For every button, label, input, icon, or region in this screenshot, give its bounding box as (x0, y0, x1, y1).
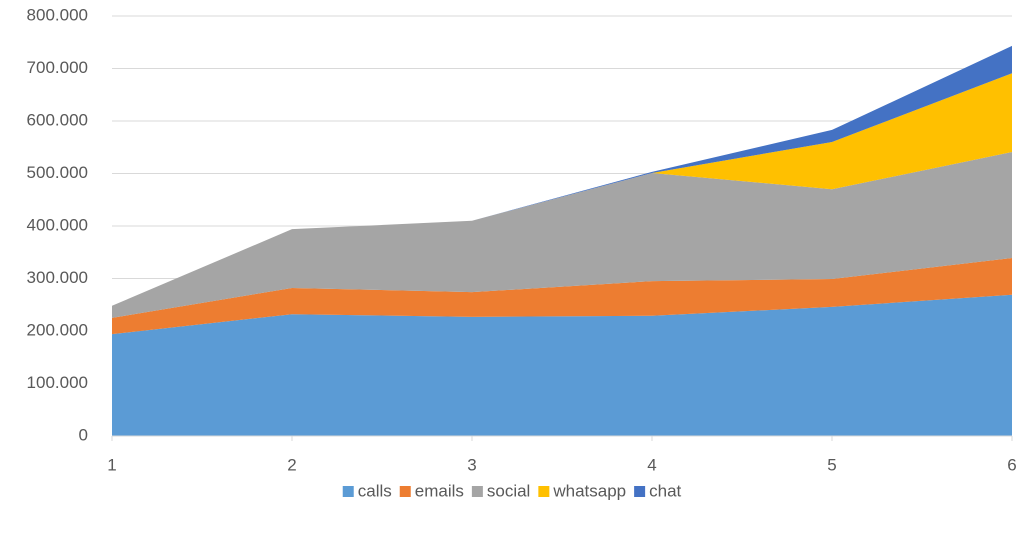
legend-swatch (399, 486, 411, 497)
x-tick-label: 3 (467, 455, 476, 474)
legend-label: whatsapp (552, 481, 626, 500)
y-tick-label: 200.000 (27, 320, 88, 339)
legend-label: emails (415, 481, 464, 500)
legend-swatch (471, 486, 483, 497)
x-tick-label: 6 (1007, 455, 1016, 474)
legend-swatch (538, 486, 550, 497)
y-tick-label: 0 (79, 425, 88, 444)
x-tick-label: 1 (107, 455, 116, 474)
y-tick-label: 800.000 (27, 5, 88, 24)
y-tick-label: 300.000 (27, 268, 88, 287)
y-tick-label: 700.000 (27, 58, 88, 77)
area (112, 294, 1012, 436)
y-tick-label: 500.000 (27, 163, 88, 182)
y-tick-label: 100.000 (27, 373, 88, 392)
y-tick-label: 600.000 (27, 110, 88, 129)
x-tick-label: 4 (647, 455, 656, 474)
x-tick-label: 5 (827, 455, 836, 474)
area (112, 258, 1012, 335)
x-tick-label: 2 (287, 455, 296, 474)
legend-label: calls (358, 481, 392, 500)
legend-label: social (487, 481, 530, 500)
legend: calls emails social whatsapp chat (342, 481, 682, 500)
legend-swatch (634, 486, 646, 497)
legend-label: chat (649, 481, 681, 500)
y-tick-label: 400.000 (27, 215, 88, 234)
area (112, 151, 1012, 318)
legend-swatch (342, 486, 354, 497)
